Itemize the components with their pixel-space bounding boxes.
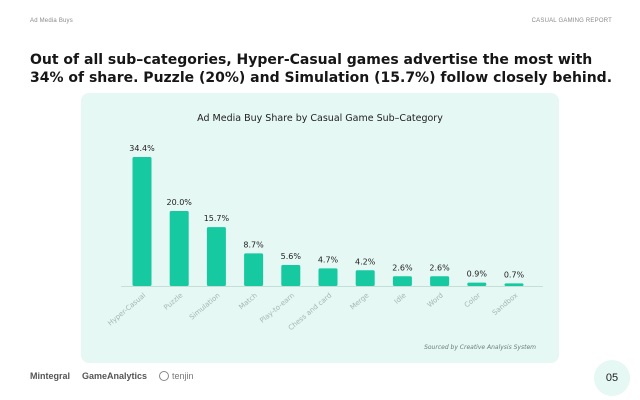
bar-puzzle — [169, 211, 189, 286]
mintegral-logo: Mintegral — [30, 371, 71, 381]
data-label: 0.7% — [504, 270, 525, 279]
tick-label: Color — [463, 291, 482, 309]
tenjin-mark-icon — [159, 371, 170, 381]
data-label: 2.6% — [429, 263, 450, 272]
page-headline: Out of all sub–categories, Hyper-Casual … — [30, 52, 613, 86]
bar-hyper-casual — [132, 157, 152, 286]
page-number: 05 — [594, 360, 630, 396]
gameanalytics-logo: GameAnalytics — [82, 371, 148, 381]
tick-label: Match — [237, 291, 259, 311]
tick-label: Merge — [349, 291, 371, 311]
tick-label: Idle — [393, 291, 408, 305]
bar-color — [467, 282, 487, 286]
bar-sandbox — [504, 283, 524, 286]
tick-label: Word — [426, 291, 445, 309]
tenjin-logo-text: tenjin — [172, 371, 194, 381]
data-label: 5.6% — [281, 252, 302, 261]
data-label: 0.9% — [467, 270, 488, 279]
bar-merge — [355, 270, 375, 286]
bar-simulation — [206, 227, 226, 286]
data-label: 2.6% — [392, 263, 413, 272]
report-label: CASUAL GAMING REPORT — [531, 18, 612, 24]
data-label: 4.2% — [355, 257, 376, 266]
chart-card: Ad Media Buy Share by Casual Game Sub–Ca… — [81, 93, 559, 363]
chart-title: Ad Media Buy Share by Casual Game Sub–Ca… — [197, 113, 443, 124]
section-label: Ad Media Buys — [30, 18, 73, 24]
bar-idle — [392, 276, 412, 286]
footer-logos: Mintegral GameAnalytics tenjin — [30, 371, 206, 381]
bar-word — [430, 276, 450, 286]
bar-match — [244, 253, 264, 286]
bar-play-to-earn — [281, 265, 301, 286]
tick-label: Hyper-Casual — [106, 291, 147, 327]
bar-chess-and-card — [318, 268, 338, 286]
tick-label: Sandbox — [491, 291, 519, 317]
tick-label: Play-to-earn — [258, 291, 296, 324]
source-note: Sourced by Creative Analysis System — [424, 344, 536, 351]
tick-label: Puzzle — [162, 291, 184, 311]
tick-label: Simulation — [188, 291, 222, 321]
data-label: 15.7% — [204, 214, 230, 223]
data-label: 8.7% — [243, 240, 264, 249]
data-label: 4.7% — [318, 255, 339, 264]
bar-chart: Ad Media Buy Share by Casual Game Sub–Ca… — [106, 113, 543, 332]
tenjin-logo: tenjin — [159, 371, 194, 381]
data-label: 34.4% — [129, 144, 155, 153]
data-label: 20.0% — [166, 198, 192, 207]
